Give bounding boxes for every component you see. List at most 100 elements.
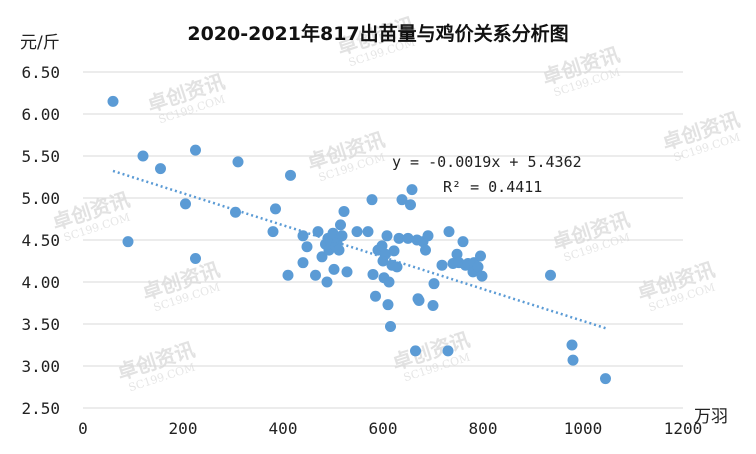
y-tick-label: 6.00 xyxy=(21,105,60,124)
scatter-point xyxy=(383,276,395,288)
scatter-point xyxy=(472,261,484,273)
scatter-point xyxy=(366,194,378,206)
scatter-point xyxy=(370,290,381,302)
scatter-point xyxy=(301,241,313,253)
scatter-point xyxy=(327,227,339,239)
scatter-point xyxy=(122,236,134,248)
scatter-point xyxy=(137,150,149,162)
scatter-point xyxy=(190,144,201,156)
scatter-point xyxy=(232,156,244,168)
scatter-point xyxy=(180,198,191,210)
x-tick-label: 1000 xyxy=(564,419,603,438)
chart-title: 2020-2021年817出苗量与鸡价关系分析图 xyxy=(187,22,568,45)
scatter-point xyxy=(405,199,416,211)
scatter-point xyxy=(310,269,321,281)
x-tick-label: 1200 xyxy=(664,419,703,438)
y-tick-label: 2.50 xyxy=(21,399,60,418)
scatter-point xyxy=(338,205,350,217)
scatter-point xyxy=(285,169,296,181)
y-tick-label: 6.50 xyxy=(21,63,60,82)
scatter-point xyxy=(230,206,241,218)
scatter-point xyxy=(333,244,345,256)
trendline xyxy=(112,169,606,330)
scatter-point xyxy=(351,226,363,238)
x-tick-label: 200 xyxy=(169,419,198,438)
scatter-point xyxy=(382,299,394,311)
scatter-point xyxy=(367,268,379,280)
scatter-point xyxy=(282,269,294,281)
y-tick-labels: 2.50 3.00 3.50 4.00 4.50 5.00 5.50 6.00 6.50 xyxy=(21,63,60,418)
scatter-point xyxy=(567,354,579,366)
scatter-point xyxy=(321,276,333,288)
scatter-point xyxy=(297,230,309,242)
scatter-point xyxy=(406,184,418,196)
scatter-point xyxy=(428,278,440,290)
x-tick-labels: 0 200 400 600 800 1000 1200 xyxy=(78,419,702,438)
scatter-point xyxy=(402,232,414,244)
scatter-point xyxy=(391,261,403,273)
scatter-point xyxy=(362,226,374,238)
scatter-point xyxy=(316,251,328,263)
scatter-point xyxy=(566,339,578,351)
scatter-point xyxy=(267,226,279,238)
scatter-point xyxy=(380,248,391,260)
y-tick-label: 4.50 xyxy=(21,231,60,250)
scatter-point xyxy=(442,345,454,357)
x-tick-label: 600 xyxy=(369,419,398,438)
scatter-point xyxy=(328,263,340,275)
x-tick-label: 400 xyxy=(269,419,298,438)
y-tick-label: 5.50 xyxy=(21,147,60,166)
y-tick-label: 3.50 xyxy=(21,315,60,334)
scatter-point xyxy=(388,245,400,257)
gridlines xyxy=(83,71,683,409)
scatter-point xyxy=(385,321,396,333)
scatter-point xyxy=(451,248,463,260)
scatter-point xyxy=(427,300,439,312)
scatter-point xyxy=(457,236,469,248)
scatter-point xyxy=(107,95,119,107)
scatter-point xyxy=(443,226,455,238)
scatter-point xyxy=(335,219,346,231)
scatter-point xyxy=(190,252,201,264)
x-axis-label: 万羽 xyxy=(694,407,728,427)
scatter-point xyxy=(297,257,309,269)
trendline-layer xyxy=(112,169,606,330)
y-axis-label: 元/斤 xyxy=(20,33,60,53)
scatter-point xyxy=(422,230,434,242)
scatter-point xyxy=(410,345,421,357)
x-tick-label: 800 xyxy=(469,419,498,438)
y-tick-label: 3.00 xyxy=(21,357,60,376)
scatter-point xyxy=(341,266,353,278)
scatter-point xyxy=(336,230,348,242)
scatter-point xyxy=(476,270,488,282)
scatter-point xyxy=(393,232,405,244)
scatter-point xyxy=(270,203,281,215)
scatter-point xyxy=(396,194,408,206)
trendline-equation: y = -0.0019x + 5.4362 xyxy=(392,153,582,171)
x-tick-label: 0 xyxy=(78,419,88,438)
scatter-point xyxy=(381,230,393,242)
scatter-point xyxy=(475,250,486,262)
scatter-point xyxy=(376,240,388,252)
scatter-point xyxy=(420,244,431,256)
trendline-r2: R² = 0.4411 xyxy=(443,178,542,196)
scatter-point xyxy=(600,373,611,385)
y-tick-label: 5.00 xyxy=(21,189,60,208)
scatter-point xyxy=(155,163,166,175)
scatter-point xyxy=(413,294,425,306)
scatter-point xyxy=(436,259,448,271)
y-tick-label: 4.00 xyxy=(21,273,60,292)
scatter-point xyxy=(545,269,556,281)
